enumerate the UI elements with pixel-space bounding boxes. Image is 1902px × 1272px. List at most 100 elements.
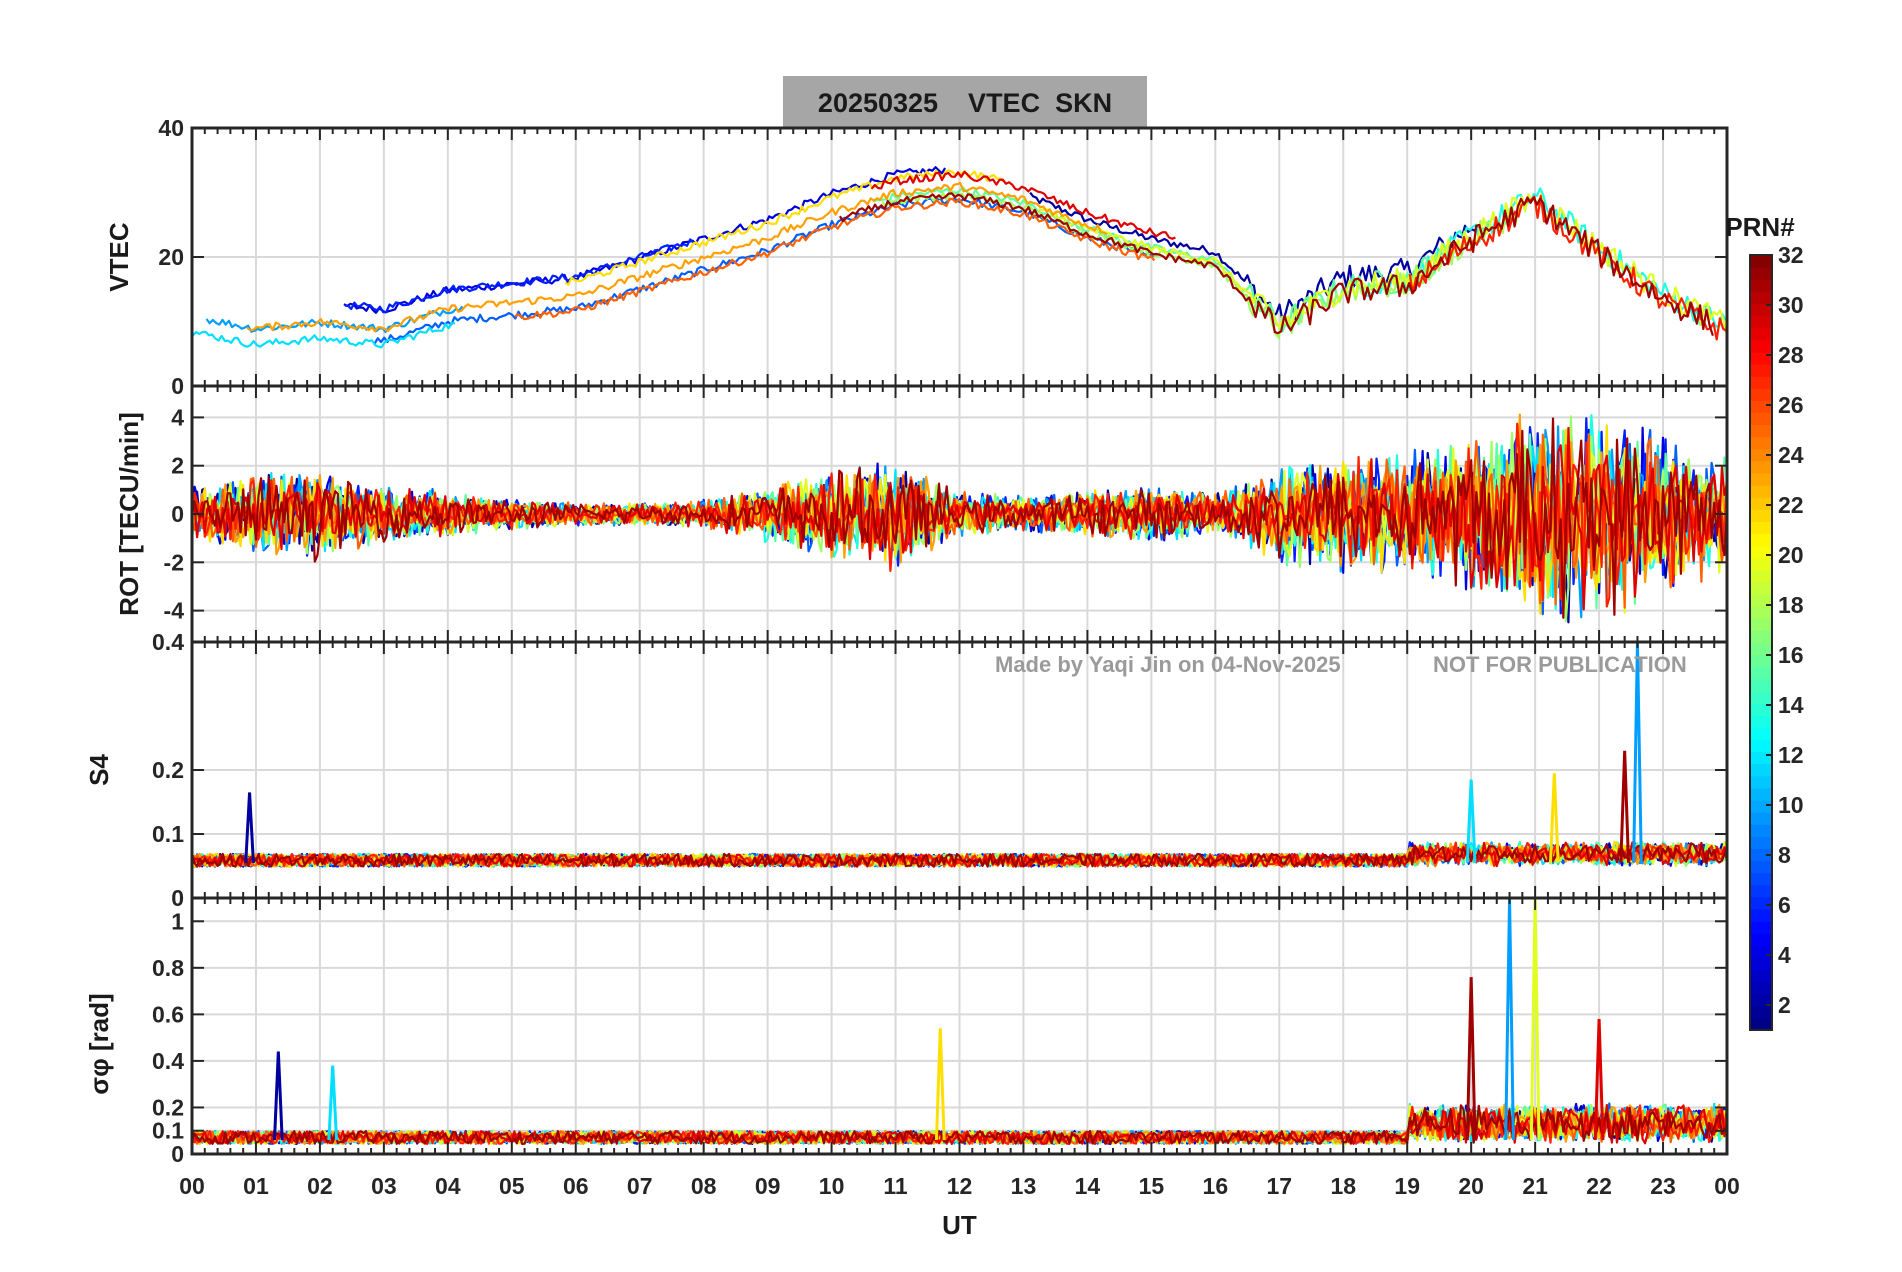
colorbar-segment xyxy=(1750,436,1772,450)
x-tick-label: 22 xyxy=(1586,1173,1612,1199)
colorbar-segment xyxy=(1750,703,1772,716)
peak-spike xyxy=(934,1028,946,1141)
series-line xyxy=(192,426,1727,611)
y-tick-label: 0.2 xyxy=(152,757,184,783)
colorbar-segment xyxy=(1750,363,1772,377)
colorbar-segment xyxy=(1750,751,1772,765)
x-tick-label: 03 xyxy=(371,1173,397,1199)
colorbar-segment xyxy=(1750,824,1772,837)
x-tick-label: 10 xyxy=(819,1173,845,1199)
series-line xyxy=(246,182,1108,333)
panel-4: 0.10.2 0.4 0.6 0.8 1 0 σφ [rad] xyxy=(84,896,1729,1167)
colorbar-segment xyxy=(1750,678,1772,692)
colorbar-segment xyxy=(1750,993,1772,1007)
colorbar-segment xyxy=(1750,606,1772,619)
peak-spike xyxy=(1619,750,1631,863)
x-tick-label: 05 xyxy=(499,1173,525,1199)
colorbar-segment xyxy=(1750,836,1772,849)
x-tick-label: 04 xyxy=(435,1173,461,1199)
colorbar-segment xyxy=(1750,654,1772,668)
colorbar-segment xyxy=(1750,981,1772,995)
y-axis-label: ROT [TECU/min] xyxy=(114,412,144,616)
colorbar-segment xyxy=(1750,715,1772,728)
y-axis-label: VTEC xyxy=(104,222,134,292)
x-tick-label: 01 xyxy=(243,1173,269,1199)
y-axis-label: S4 xyxy=(84,754,114,786)
colorbar-segment xyxy=(1750,521,1772,535)
colorbar-segment xyxy=(1750,581,1772,595)
series-group xyxy=(192,413,1727,624)
colorbar-segment xyxy=(1750,545,1772,559)
panel-3: 0.1 0.2 0.4 0 S4 xyxy=(84,629,1729,911)
colorbar-segment xyxy=(1750,848,1772,862)
series-line xyxy=(564,169,1005,286)
peak-spike xyxy=(1529,898,1541,1141)
colorbar-tick-label: 24 xyxy=(1778,442,1804,468)
colorbar-tick-label: 2 xyxy=(1778,992,1791,1018)
colorbar-segment xyxy=(1750,787,1772,801)
peak-spike xyxy=(244,792,255,863)
colorbar-segment xyxy=(1750,1005,1772,1019)
y-tick-label: 40 xyxy=(158,115,184,141)
colorbar-segment xyxy=(1750,896,1772,910)
series-line xyxy=(192,321,456,349)
colorbar-segment xyxy=(1750,884,1772,898)
y-tick-label: 2 xyxy=(171,453,184,479)
colorbar-segment xyxy=(1750,945,1772,958)
chart-title: 20250325 VTEC SKN xyxy=(783,76,1147,130)
y-tick-label: 0.1 xyxy=(152,1118,184,1144)
series-line xyxy=(870,170,1176,240)
colorbar-segment xyxy=(1750,618,1772,631)
colorbar-tick-label: 32 xyxy=(1778,242,1804,268)
x-tick-label: 02 xyxy=(307,1173,333,1199)
colorbar-tick-label: 30 xyxy=(1778,292,1804,318)
y-axis-label: σφ [rad] xyxy=(84,993,114,1094)
y-tick-label: 0.2 xyxy=(152,1094,184,1120)
x-tick-label: 08 xyxy=(691,1173,717,1199)
x-axis-label: UT xyxy=(942,1210,977,1240)
colorbar-segment xyxy=(1750,376,1772,389)
colorbar-segment xyxy=(1750,666,1772,680)
colorbar-segment xyxy=(1750,957,1772,971)
colorbar-segment xyxy=(1750,763,1772,777)
colorbar-segment xyxy=(1750,690,1772,704)
series-line xyxy=(344,238,697,314)
colorbar-segment xyxy=(1750,630,1772,644)
y-tick-label: -4 xyxy=(164,598,185,624)
series-line xyxy=(192,841,1727,868)
watermark-notice: NOT FOR PUBLICATION xyxy=(1433,652,1687,677)
y-tick-label: 0.4 xyxy=(152,1048,184,1074)
colorbar-segment xyxy=(1750,775,1772,789)
series-line xyxy=(838,192,1714,337)
y-tick-label: 0 xyxy=(171,885,184,911)
y-tick-label: 0.4 xyxy=(152,629,184,655)
colorbar-segment xyxy=(1750,351,1772,365)
colorbar-segment xyxy=(1750,497,1772,510)
colorbar-segment xyxy=(1750,812,1772,825)
series-line xyxy=(1366,187,1727,328)
x-tick-label: 19 xyxy=(1394,1173,1420,1199)
colorbar-segment xyxy=(1750,485,1772,498)
x-tick-label: 23 xyxy=(1650,1173,1676,1199)
y-tick-label: 0.1 xyxy=(152,821,184,847)
colorbar-segment xyxy=(1750,921,1772,934)
colorbar-segment xyxy=(1750,594,1772,607)
x-tick-label: 18 xyxy=(1330,1173,1356,1199)
peak-spike xyxy=(1504,898,1515,1141)
colorbar-segment xyxy=(1750,424,1772,438)
y-tick-label: 0.8 xyxy=(152,955,184,981)
peak-spike xyxy=(1548,773,1560,863)
panel-1: 20 40 VTEC xyxy=(104,115,1729,388)
x-tick-label: 06 xyxy=(563,1173,589,1199)
series-line xyxy=(192,1104,1727,1146)
series-line xyxy=(1029,191,1479,324)
x-tick-label: 16 xyxy=(1203,1173,1229,1199)
x-tick-label: 20 xyxy=(1458,1173,1484,1199)
series-line xyxy=(514,197,1156,321)
watermark: Made by Yaqi Jin on 04-Nov-2025 NOT FOR P… xyxy=(995,652,1687,677)
panel-2: -4 -2 0 2 4 0 ROT [TECU/min] xyxy=(114,373,1729,644)
colorbar-segment xyxy=(1750,448,1772,462)
colorbar-segment xyxy=(1750,291,1772,305)
colorbar-segment xyxy=(1750,642,1772,656)
